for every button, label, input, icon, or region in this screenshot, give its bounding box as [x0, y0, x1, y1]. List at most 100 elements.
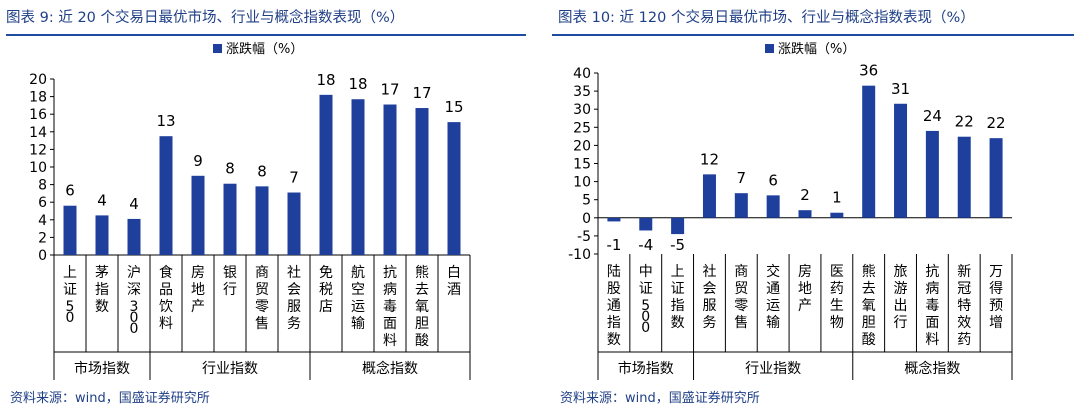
category-label: 白酒	[447, 265, 461, 298]
bar	[766, 195, 780, 218]
y-tick-label: 10	[573, 175, 591, 191]
group-label: 市场指数	[74, 360, 130, 377]
bar	[95, 215, 109, 255]
y-tick-label: 0	[582, 211, 591, 227]
y-tick-label: 18	[29, 90, 47, 106]
bar	[255, 186, 269, 255]
y-tick-label: 0	[38, 248, 47, 264]
bar	[63, 205, 77, 255]
legend-swatch	[765, 44, 774, 53]
bar	[925, 130, 939, 218]
y-tick-label: 6	[38, 195, 47, 211]
category-label: 免税店	[319, 265, 333, 315]
data-label: 9	[193, 152, 203, 170]
category-label: 熊去氧胆酸	[862, 264, 876, 348]
y-tick-label: 30	[573, 102, 591, 118]
legend-label: 涨跌幅（%）	[226, 41, 303, 57]
data-label: 18	[316, 71, 335, 89]
data-label: 17	[412, 84, 431, 102]
bar	[447, 122, 461, 256]
y-tick-label: 14	[29, 125, 47, 141]
chart-panel-1: 图表 9: 近 20 个交易日最优市场、行业与概念指数表现（%） 涨跌幅（%） …	[6, 8, 526, 406]
y-tick-label: 5	[582, 193, 591, 209]
y-tick-label: 35	[573, 84, 591, 100]
title-underline	[6, 34, 526, 36]
bar	[639, 217, 653, 231]
category-label: 交通运输	[766, 263, 780, 331]
y-tick-label: -10	[568, 247, 591, 263]
y-tick-label: 2	[38, 230, 47, 246]
data-label: -5	[670, 236, 685, 254]
y-tick-label: -5	[577, 229, 591, 245]
y-tick-label: 16	[29, 107, 47, 123]
category-label: 商贸零售	[734, 264, 748, 331]
category-label: 熊去氧胆酸	[415, 265, 429, 349]
bar	[127, 218, 141, 255]
category-label: 航空运输	[351, 265, 365, 332]
bar	[319, 94, 333, 255]
category-label: 上证指数	[671, 264, 685, 331]
chart-title: 图表 9: 近 20 个交易日最优市场、行业与概念指数表现（%）	[6, 8, 404, 26]
data-label: 1	[832, 189, 842, 207]
data-label: 22	[955, 113, 974, 131]
y-tick-label: 12	[29, 142, 47, 158]
y-tick-label: 20	[573, 138, 591, 154]
category-label: 社会服务	[702, 264, 716, 331]
legend: 涨跌幅（%）	[213, 41, 303, 57]
category-label: 陆股通指数	[607, 264, 621, 348]
data-label: 4	[129, 195, 139, 213]
data-label: 15	[444, 98, 463, 116]
y-tick-label: 40	[573, 66, 591, 82]
data-label: -1	[606, 236, 621, 254]
data-label: 13	[156, 112, 175, 130]
group-label: 概念指数	[362, 360, 418, 377]
category-label: 中证 5 0 0	[639, 264, 653, 336]
y-tick-label: 8	[38, 178, 47, 194]
title-underline	[552, 34, 1074, 36]
bar	[415, 108, 429, 255]
y-tick-label: 15	[573, 157, 591, 173]
bar	[671, 217, 685, 235]
data-label: 22	[987, 114, 1006, 132]
data-label: 8	[225, 160, 235, 178]
data-label: 6	[65, 182, 75, 200]
data-label: 6	[768, 171, 778, 189]
chart-panel-2: 图表 10: 近 120 个交易日最优市场、行业与概念指数表现（%） 涨跌幅（%…	[552, 8, 1074, 406]
category-label: 万得预增	[989, 264, 1003, 331]
y-tick-label: 25	[573, 120, 591, 136]
source-note: 资料来源：wind，国盛证券研究所	[10, 390, 210, 406]
category-label: 沪深 3 0 0	[127, 265, 141, 337]
bar	[607, 217, 621, 222]
category-label: 上证 5 0	[63, 265, 77, 326]
bar	[798, 210, 812, 218]
data-label: 2	[800, 186, 810, 204]
category-label: 社会服务	[287, 265, 301, 332]
legend-swatch	[213, 44, 222, 53]
group-label: 行业指数	[745, 361, 801, 377]
category-label: 医药生物	[830, 264, 844, 331]
category-label: 抗病毒面料	[383, 265, 397, 349]
bar	[702, 174, 716, 218]
group-label: 概念指数	[904, 360, 960, 377]
plot-area: -10 -5 0 5 10 15 20 25 30 35 40 市场指数 行业指数 概念指数 -1 陆股通指数…	[568, 62, 1013, 380]
category-label: 食品饮料	[159, 264, 173, 332]
chart-title: 图表 10: 近 120 个交易日最优市场、行业与概念指数表现（%）	[558, 8, 975, 26]
data-label: 8	[257, 162, 267, 180]
legend: 涨跌幅（%）	[765, 41, 855, 57]
category-label: 旅游出行	[894, 264, 908, 331]
legend-label: 涨跌幅（%）	[778, 41, 855, 57]
category-label: 抗病毒面料	[925, 264, 939, 348]
y-tick-label: 20	[29, 72, 47, 88]
data-label: 4	[97, 191, 107, 209]
category-label: 房地产	[191, 265, 205, 315]
category-label: 茅指数	[95, 265, 109, 315]
bar	[989, 138, 1003, 218]
bar	[894, 103, 908, 218]
bar	[830, 212, 844, 218]
data-label: 7	[289, 169, 299, 187]
bar	[159, 136, 173, 255]
data-label: 17	[380, 81, 399, 99]
bar	[351, 99, 365, 256]
data-label: -4	[638, 236, 653, 254]
